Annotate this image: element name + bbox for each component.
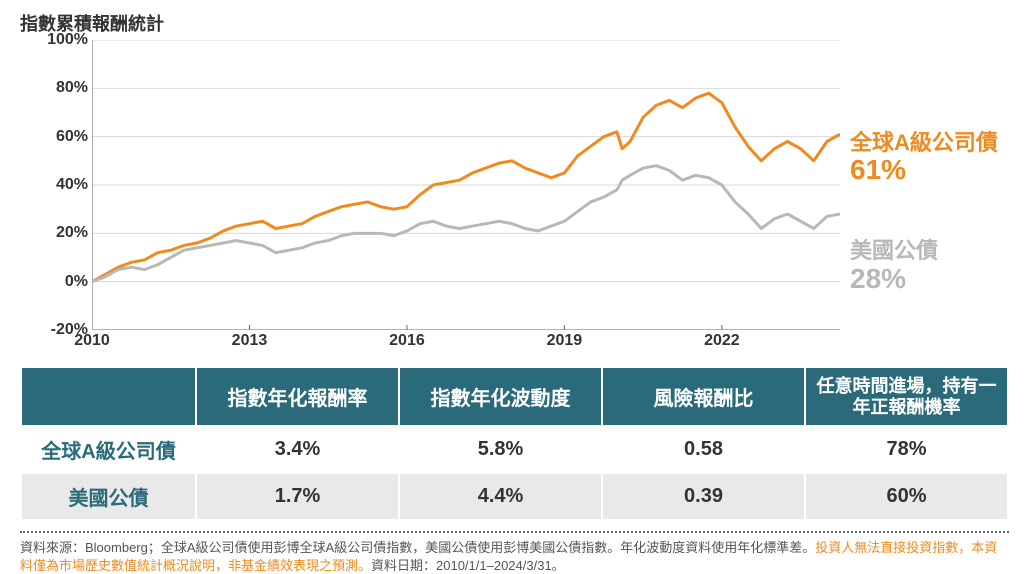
y-tick-label: 0% [65, 273, 88, 291]
table-header: 指數年化報酬率指數年化波動度風險報酬比任意時間進場，持有一年正報酬機率 [21, 367, 1008, 426]
y-tick-label: 20% [56, 224, 88, 242]
series-name: 美國公債 [850, 238, 1009, 263]
chart-area: -20%0%20%40%60%80%100% 20102013201620192… [20, 40, 1009, 360]
table-cell: 60% [805, 473, 1008, 520]
table-cell: 4.4% [399, 473, 602, 520]
x-axis: 20102013201620192022 [92, 330, 840, 360]
table-cell: 1.7% [196, 473, 399, 520]
series-end-value: 28% [850, 264, 1009, 293]
y-axis: -20%0%20%40%60%80%100% [20, 40, 92, 330]
table-cell: 5.8% [399, 426, 602, 473]
disclaimer-post: 資料日期：2010/1/1–2024/3/31。 [371, 558, 565, 573]
series-end-labels: 全球A級公司債61% 美國公債28% [840, 40, 1009, 360]
table-row: 全球A級公司債3.4%5.8%0.5878% [21, 426, 1008, 473]
series-end-label: 美國公債28% [850, 238, 1009, 293]
table-cell: 3.4% [196, 426, 399, 473]
y-tick-label: 60% [56, 128, 88, 146]
y-tick-label: 80% [56, 79, 88, 97]
y-tick-label: 100% [47, 31, 88, 49]
disclaimer: 資料來源：Bloomberg；全球A級公司債使用彭博全球A級公司債指數，美國公債… [20, 531, 1009, 574]
table-header-cell: 任意時間進場，持有一年正報酬機率 [805, 367, 1008, 426]
series-end-value: 61% [850, 155, 1009, 184]
series-name: 全球A級公司債 [850, 130, 1009, 155]
table-header-cell [21, 367, 196, 426]
table-header-cell: 風險報酬比 [602, 367, 805, 426]
chart-svg [92, 40, 840, 330]
plot [92, 40, 840, 330]
table-header-cell: 指數年化波動度 [399, 367, 602, 426]
x-tick-label: 2022 [704, 332, 740, 350]
row-label: 美國公債 [21, 473, 196, 520]
disclaimer-pre: 資料來源：Bloomberg；全球A級公司債使用彭博全球A級公司債指數，美國公債… [20, 540, 815, 555]
table-cell: 0.58 [602, 426, 805, 473]
x-tick-label: 2016 [389, 332, 425, 350]
series-end-label: 全球A級公司債61% [850, 130, 1009, 185]
x-tick-label: 2010 [74, 332, 110, 350]
table-cell: 78% [805, 426, 1008, 473]
table-cell: 0.39 [602, 473, 805, 520]
row-label: 全球A級公司債 [21, 426, 196, 473]
table-row: 美國公債1.7%4.4%0.3960% [21, 473, 1008, 520]
y-tick-label: 40% [56, 176, 88, 194]
stats-table: 指數年化報酬率指數年化波動度風險報酬比任意時間進場，持有一年正報酬機率 全球A級… [20, 366, 1009, 521]
x-tick-label: 2019 [547, 332, 583, 350]
table-body: 全球A級公司債3.4%5.8%0.5878%美國公債1.7%4.4%0.3960… [21, 426, 1008, 520]
plot-wrapper: -20%0%20%40%60%80%100% 20102013201620192… [20, 40, 840, 360]
chart-title: 指數累積報酬統計 [20, 10, 1009, 36]
x-tick-label: 2013 [232, 332, 268, 350]
table-header-cell: 指數年化報酬率 [196, 367, 399, 426]
